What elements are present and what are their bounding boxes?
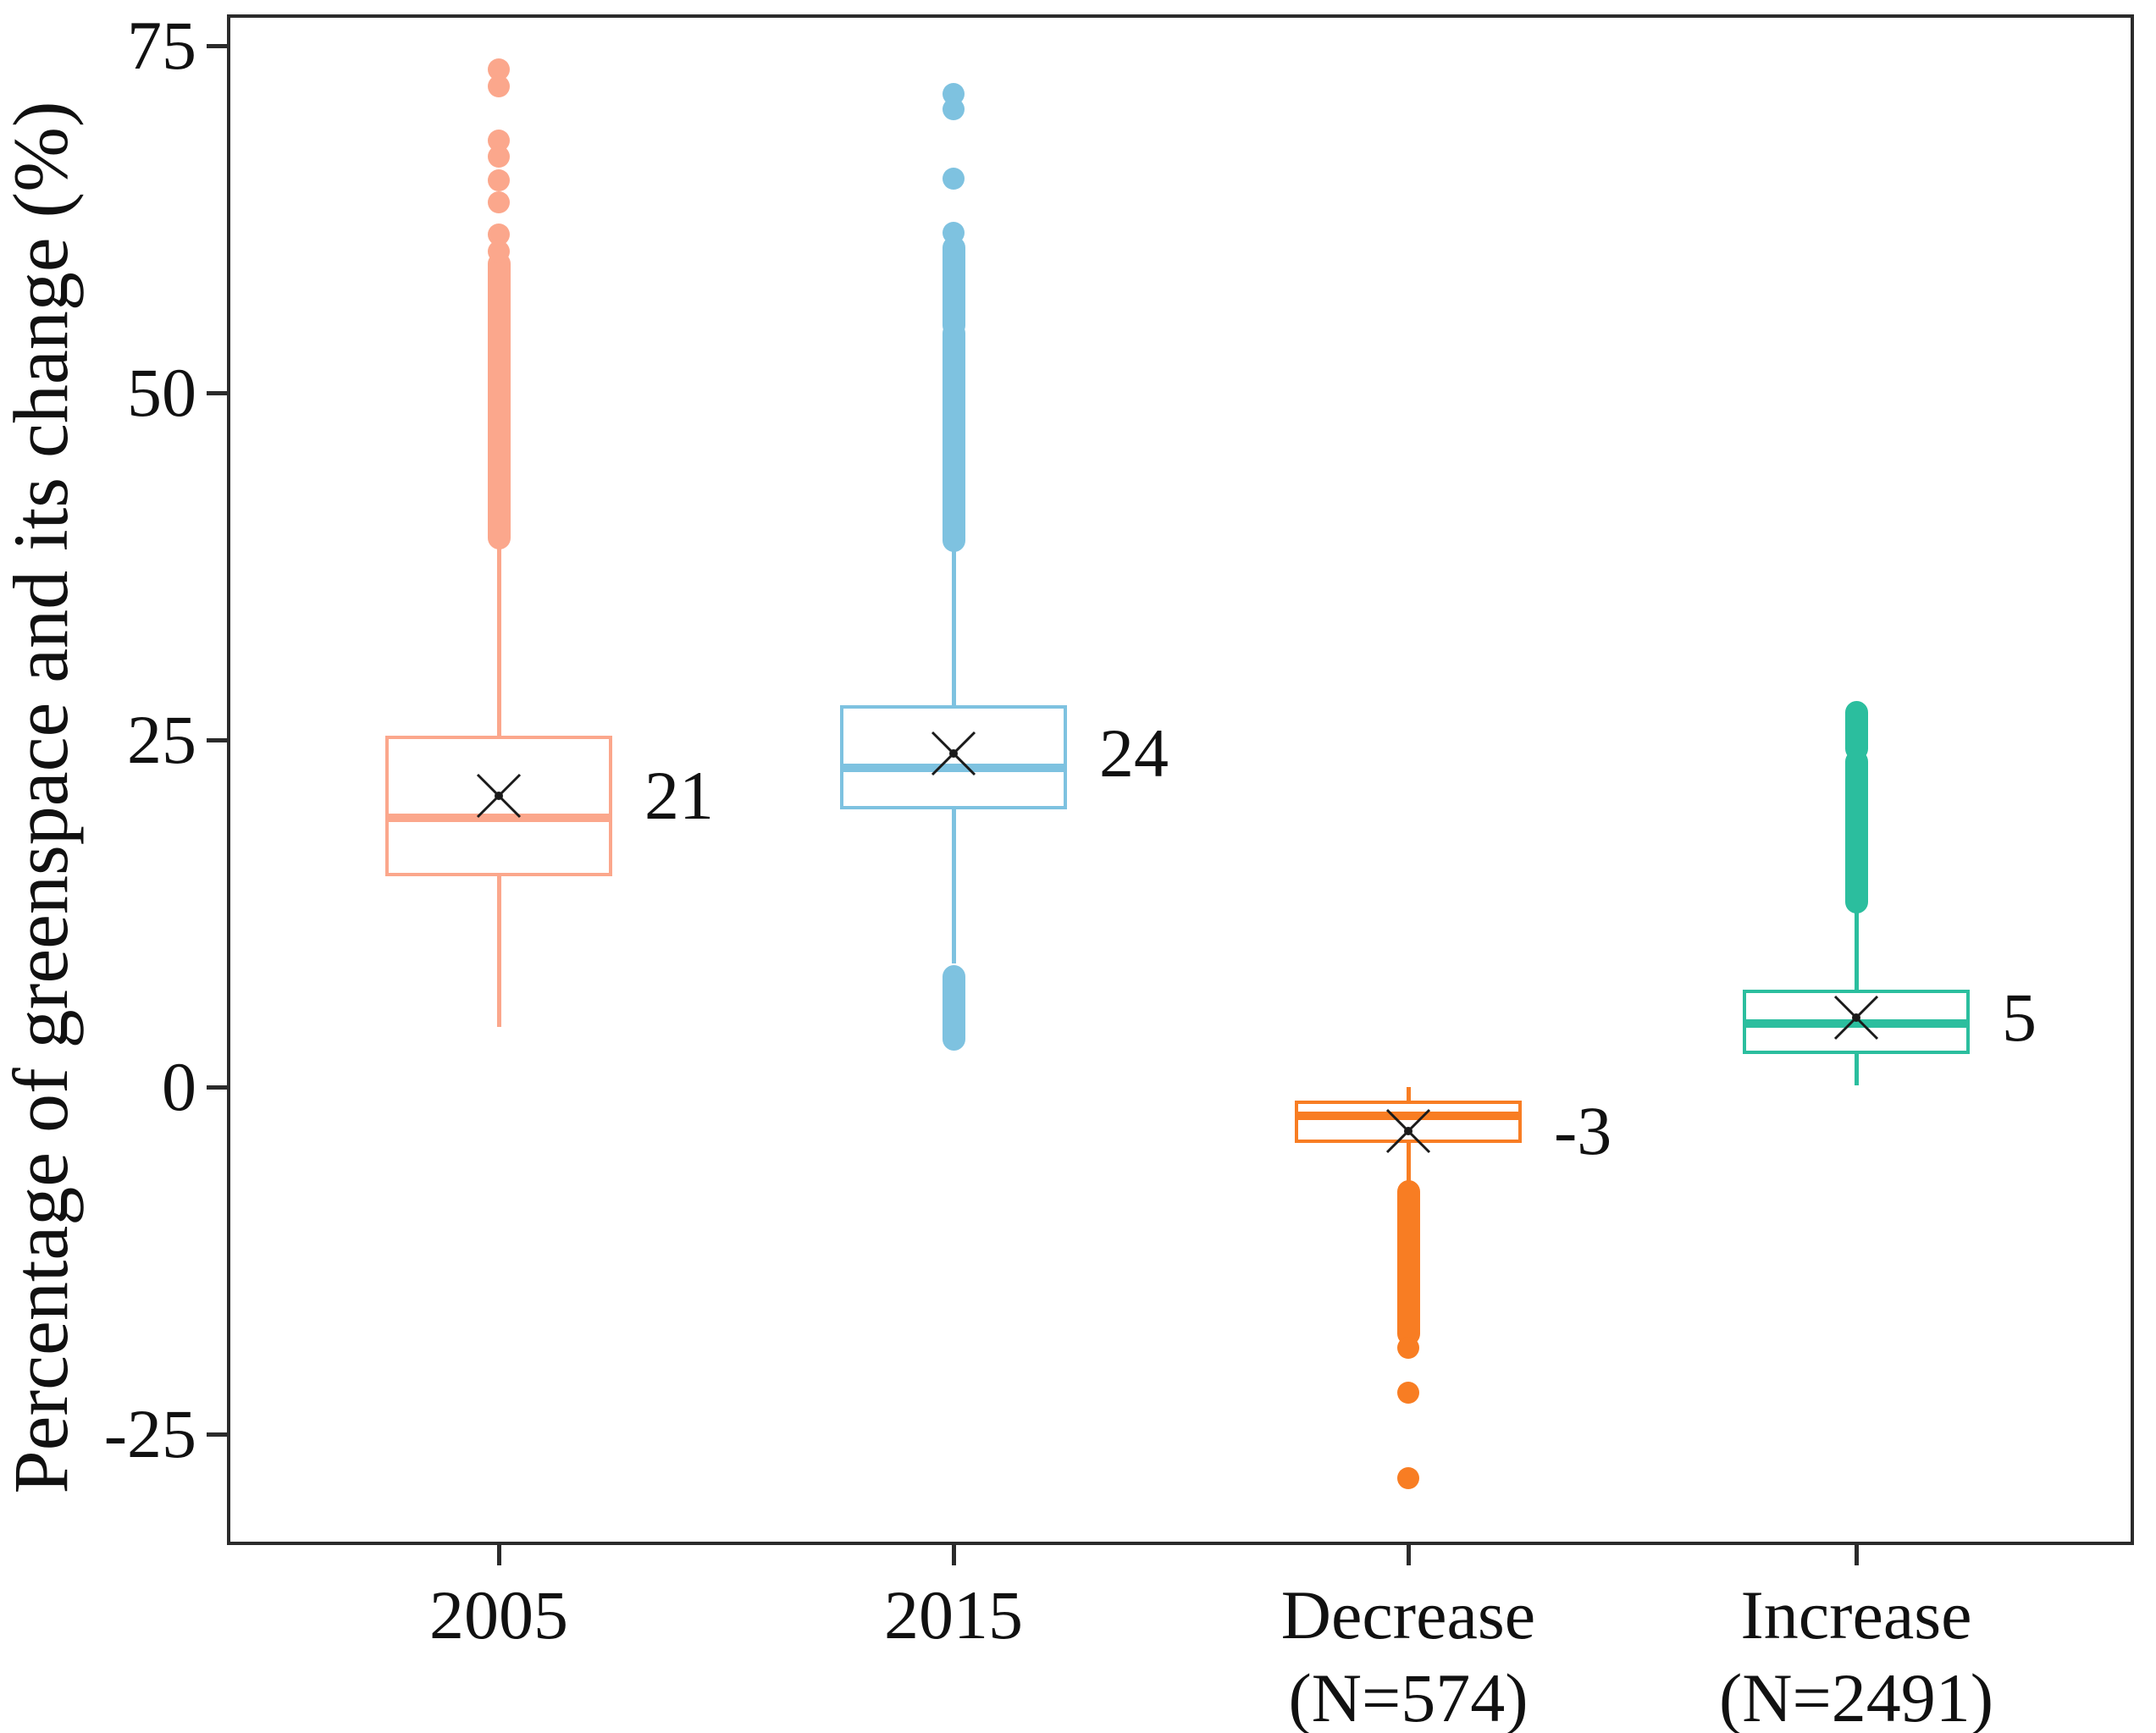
x-tick-mark-2005: [497, 1545, 501, 1565]
outlier-cluster-Increase-1: [1845, 749, 1868, 913]
upper-whisker-Increase: [1855, 908, 1859, 997]
mean-label-Decrease: -3: [1554, 1092, 1612, 1170]
median-2005: [385, 813, 612, 822]
outlier-dot-Decrease-0: [1397, 1337, 1419, 1360]
outlier-dot-2005-7: [488, 240, 510, 262]
y-tick-label-50: 50: [127, 354, 196, 431]
outlier-dot-2015-2: [943, 168, 965, 190]
outlier-dot-Decrease-2: [1397, 1467, 1419, 1490]
y-tick-mark--25: [207, 1432, 227, 1437]
x-tick-mark-Increase: [1855, 1545, 1859, 1565]
median-Increase: [1743, 1018, 1970, 1028]
outlier-dot-2005-1: [488, 75, 510, 97]
x-label-Increase-line1: (N=2491): [1718, 1659, 1994, 1733]
y-tick-label-0: 0: [162, 1048, 196, 1125]
plot-panel-border: [227, 14, 2134, 1545]
mean-marker-2015: [931, 731, 976, 776]
mean-label-2005: 21: [644, 756, 714, 834]
outlier-cluster-Decrease-0: [1397, 1180, 1420, 1345]
mean-label-Increase: 5: [2002, 979, 2037, 1056]
median-2015: [840, 763, 1067, 772]
y-tick-mark-0: [207, 1085, 227, 1090]
outlier-cluster-2015-0: [943, 235, 965, 338]
upper-whisker-2015: [952, 541, 956, 712]
x-label-Decrease-line0: Decrease: [1280, 1576, 1536, 1653]
mean-marker-Increase: [1833, 995, 1879, 1040]
lower-whisker-2015: [952, 803, 956, 964]
upper-whisker-2005: [497, 538, 501, 743]
y-tick-mark-50: [207, 391, 227, 395]
x-label-2015-line0: 2015: [884, 1576, 1023, 1653]
y-tick-label--25: -25: [103, 1395, 196, 1472]
lower-whisker-Decrease: [1407, 1135, 1411, 1195]
outlier-dot-Decrease-1: [1397, 1381, 1419, 1404]
y-tick-label-75: 75: [127, 7, 196, 84]
box-Decrease: [1295, 1101, 1522, 1143]
outlier-dot-2005-5: [488, 191, 510, 214]
outlier-dot-2005-4: [488, 169, 510, 192]
y-axis-title: Percentage of greenspace and its change …: [0, 101, 84, 1494]
outlier-dot-2015-3: [943, 222, 965, 245]
outlier-cluster-2005-0: [488, 252, 511, 550]
mean-label-2015: 24: [1099, 715, 1169, 792]
outlier-dot-2015-1: [943, 98, 965, 121]
x-label-Decrease-line1: (N=574): [1288, 1659, 1529, 1733]
outlier-dot-2005-3: [488, 146, 510, 168]
y-tick-mark-75: [207, 44, 227, 48]
median-Decrease: [1295, 1112, 1522, 1121]
outlier-cluster-2015-2: [943, 964, 965, 1051]
x-tick-mark-Decrease: [1407, 1545, 1411, 1565]
upper-whisker-Decrease: [1407, 1087, 1411, 1108]
x-label-2005-line0: 2005: [429, 1576, 568, 1653]
x-tick-mark-2015: [952, 1545, 956, 1565]
box-2005: [385, 736, 612, 876]
lower-whisker-2005: [497, 869, 501, 1028]
y-tick-mark-25: [207, 738, 227, 742]
mean-marker-2005: [476, 773, 522, 818]
mean-marker-Decrease: [1385, 1109, 1431, 1154]
x-label-Increase-line0: Increase: [1740, 1576, 1972, 1653]
y-tick-label-25: 25: [127, 701, 196, 778]
outlier-cluster-2015-1: [943, 322, 965, 553]
lower-whisker-Increase: [1855, 1046, 1859, 1086]
